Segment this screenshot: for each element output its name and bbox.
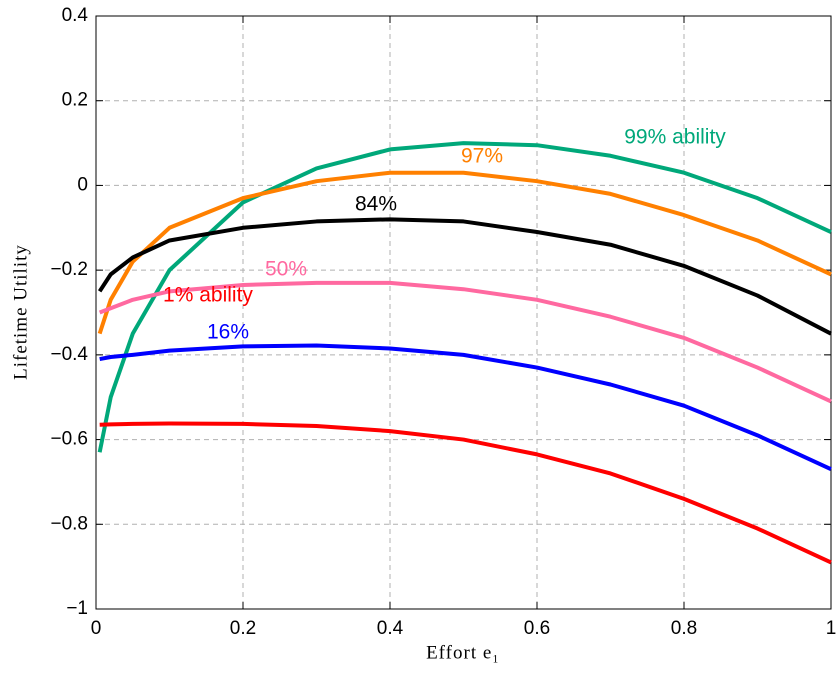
y-tick-label: −1: [66, 598, 88, 619]
series-line: [99, 421, 832, 565]
series-line: [97, 170, 832, 335]
y-tick-label: −0.8: [50, 513, 88, 534]
x-tick-label: 0.4: [377, 618, 404, 639]
x-tick-label: 0.6: [524, 618, 550, 639]
series-line: [98, 280, 832, 404]
y-tick-label: 0.4: [62, 5, 89, 26]
series-label: 99% ability: [624, 126, 726, 149]
x-tick-label: 0.2: [230, 618, 256, 639]
y-tick-label: −0.4: [50, 344, 88, 365]
x-axis-label: Effort e₁: [426, 642, 500, 663]
y-tick-label: 0: [77, 174, 88, 195]
x-tick-label: 1: [826, 618, 837, 639]
y-tick-label: 0.2: [62, 90, 88, 111]
series-line: [99, 343, 832, 472]
y-tick-label: −0.2: [50, 259, 88, 280]
series-line: [97, 141, 832, 453]
plot-frame: [95, 15, 832, 610]
series-label: 97%: [461, 145, 503, 168]
series-line: [97, 217, 832, 336]
series-label: 16%: [207, 321, 249, 344]
y-tick-label: −0.6: [50, 429, 88, 450]
series-label: 84%: [355, 193, 397, 216]
x-tick-label: 0: [91, 618, 102, 639]
series-label: 50%: [265, 258, 307, 281]
series-label: 1% ability: [163, 284, 253, 307]
x-tick-label: 0.8: [671, 618, 697, 639]
y-axis-label: Lifetime Utility: [10, 244, 31, 380]
